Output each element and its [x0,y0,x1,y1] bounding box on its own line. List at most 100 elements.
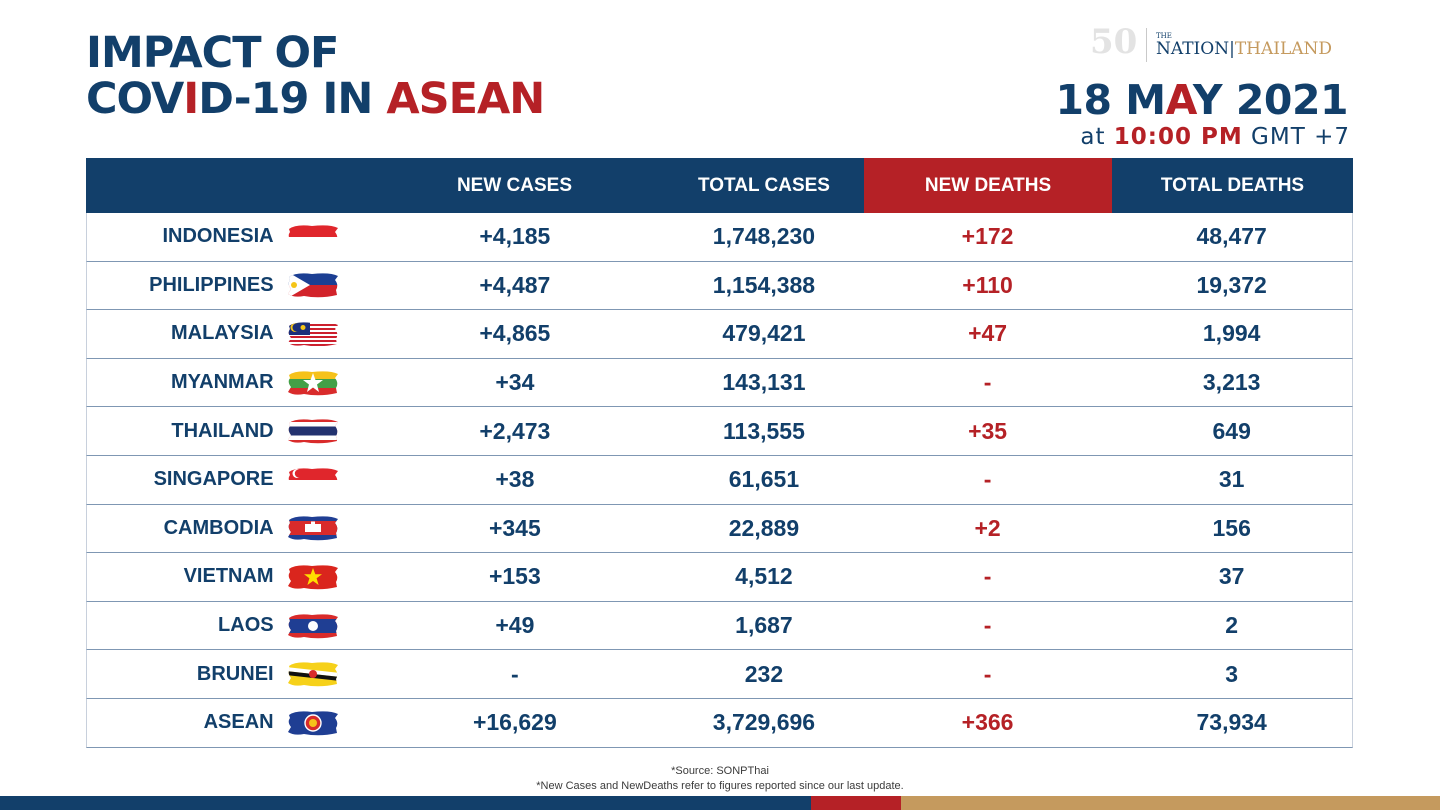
country-cell: LAOS [87,602,366,650]
country-name: MYANMAR [170,371,274,394]
header-new-deaths: NEW DEATHS [864,158,1112,213]
time-clock: 10:00 PM [1113,124,1243,150]
total-cases-value: 232 [744,660,784,687]
malaysia-flag-icon [286,320,340,348]
logo-nation: NATION [1156,39,1230,59]
total-cases-value: 1,687 [735,612,793,639]
table-row: BRUNEI - 232 - 3 [86,650,1353,699]
vietnam-flag-icon [286,563,340,591]
table-row: MYANMAR +34 143,131 - 3,213 [86,358,1353,408]
new-deaths-value: - [983,563,992,590]
new-cases-value: +153 [488,563,541,590]
title-asean: ASEAN [386,74,545,124]
header-country [86,158,365,213]
table-row: VIETNAM +153 4,512 - 37 [86,553,1353,602]
new-cases-value: +2,473 [479,417,551,444]
new-deaths-value: +2 [974,514,1001,541]
country-name: BRUNEI [196,662,274,685]
table-row: PHILIPPINES +4,487 1,154,388 +110 19,372 [86,261,1353,311]
new-deaths-value: - [983,466,992,493]
country-cell: BRUNEI [87,650,366,698]
total-cases-value: 113,555 [723,417,805,444]
footer-bar-navy [0,796,811,810]
logo-the: THE [1156,32,1172,40]
total-cases-cell: 143,131 [664,359,864,407]
total-deaths-value: 3 [1225,660,1239,687]
new-deaths-cell: +366 [864,699,1112,747]
logo-wordmark: NATION|THAILAND [1156,39,1333,59]
asean-flag-icon [286,709,340,737]
new-cases-value: +345 [488,514,541,541]
new-deaths-cell: +110 [864,262,1112,310]
total-deaths-cell: 2 [1111,602,1352,650]
total-cases-value: 61,651 [728,466,800,493]
country-cell: VIETNAM [87,553,366,601]
table-row: THAILAND +2,473 113,555 +35 649 [86,407,1353,456]
country-name: SINGAPORE [153,468,274,491]
new-cases-cell: +4,487 [366,262,665,310]
new-cases-value: +38 [495,466,535,493]
new-cases-value: +4,185 [479,223,551,250]
new-deaths-cell: - [864,553,1112,601]
anniversary-mark: 50 [1090,22,1138,62]
new-cases-cell: - [366,650,665,698]
new-cases-cell: +16,629 [366,699,665,747]
new-deaths-cell: - [864,359,1112,407]
new-cases-value: - [511,660,519,687]
title-part: COV [86,74,184,124]
page-title: IMPACT OF COVID-19 IN ASEAN [86,28,545,124]
time-zone: GMT +7 [1242,124,1350,150]
table-row: INDONESIA +4,185 1,748,230 +172 48,477 [86,213,1353,262]
header-total-deaths: TOTAL DEATHS [1160,174,1305,196]
title-line-2: COVID-19 IN ASEAN [86,74,545,124]
total-deaths-value: 156 [1212,514,1251,541]
country-name: MALAYSIA [170,322,274,345]
logo-divider [1146,28,1147,62]
nation-thailand-logo: 50 THE NATION|THAILAND [1090,22,1355,64]
total-deaths-value: 649 [1212,417,1251,444]
new-cases-value: +4,487 [479,271,551,298]
total-cases-cell: 3,729,696 [664,699,864,747]
logo-thailand: THAILAND [1234,39,1333,59]
total-cases-cell: 232 [664,650,864,698]
new-cases-cell: +34 [366,359,665,407]
title-line-1: IMPACT OF [86,28,339,78]
new-deaths-cell: - [864,650,1112,698]
date-part: 18 M [1055,76,1166,124]
total-deaths-value: 19,372 [1196,271,1267,298]
total-deaths-cell: 3 [1111,650,1352,698]
philippines-flag-icon [286,271,340,299]
total-deaths-cell: 19,372 [1111,262,1352,310]
table-row: SINGAPORE +38 61,651 - 31 [86,455,1353,505]
new-deaths-value: +47 [968,320,1008,347]
myanmar-flag-icon [286,369,340,397]
country-name: THAILAND [171,419,274,442]
total-deaths-cell: 37 [1111,553,1352,601]
new-cases-cell: +2,473 [366,407,665,455]
new-deaths-cell: +2 [864,505,1112,553]
footer-bar-gold [901,796,1440,810]
source-note: *Source: SONPThai [671,765,769,777]
new-cases-cell: +4,865 [366,310,665,358]
laos-flag-icon [286,612,340,640]
table-header: NEW CASES TOTAL CASES NEW DEATHS TOTAL D… [86,158,1353,213]
total-deaths-cell: 48,477 [1111,213,1352,261]
disclaimer-note: *New Cases and NewDeaths refer to figure… [536,780,904,792]
report-time: at 10:00 PM GMT +7 [1080,124,1350,150]
country-cell: SINGAPORE [87,456,366,504]
total-deaths-value: 3,213 [1202,369,1261,396]
date-part: Y 2021 [1192,76,1349,124]
total-cases-cell: 113,555 [664,407,864,455]
total-deaths-cell: 156 [1111,505,1352,553]
country-cell: INDONESIA [87,213,366,261]
new-deaths-cell: +47 [864,310,1112,358]
total-deaths-cell: 649 [1111,407,1352,455]
total-cases-cell: 4,512 [664,553,864,601]
new-deaths-value: +366 [961,709,1014,736]
title-part: D-19 IN [198,74,387,124]
total-cases-cell: 22,889 [664,505,864,553]
country-cell: MALAYSIA [87,310,366,358]
new-deaths-value: - [983,369,992,396]
new-deaths-cell: +35 [864,407,1112,455]
country-cell: ASEAN [87,699,366,747]
